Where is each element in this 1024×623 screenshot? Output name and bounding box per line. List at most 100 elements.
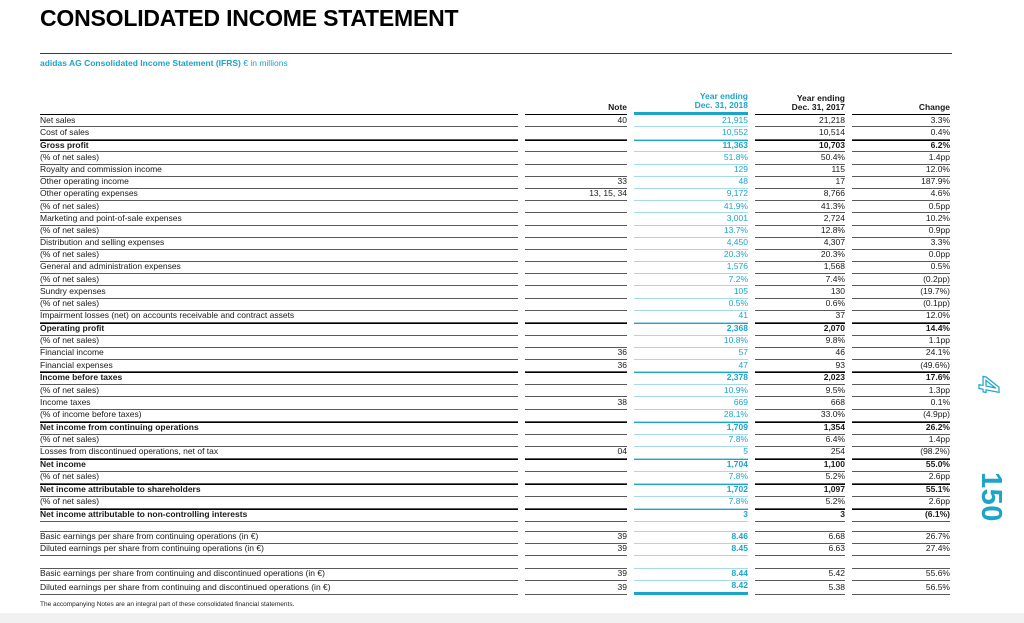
- table-row: (% of net sales) 10.9% 9.5% 1.3pp: [40, 385, 950, 398]
- value-2018: 0.5%: [634, 299, 748, 311]
- table-row: Sundry expenses 105 130 (19.7%): [40, 286, 950, 299]
- note-cell: [525, 201, 627, 214]
- table-row: Basic earnings per share from continuing…: [40, 568, 950, 581]
- note-cell: 33: [525, 177, 627, 189]
- note-cell: 04: [525, 447, 627, 460]
- change-cell: 6.2%: [852, 139, 950, 153]
- value-2018: 1,702: [634, 484, 748, 497]
- row-label: Losses from discontinued operations, net…: [40, 447, 518, 460]
- note-cell: [525, 238, 627, 250]
- table-row: (% of net sales) 51.8% 50.4% 1.4pp: [40, 152, 950, 165]
- note-cell: [525, 410, 627, 422]
- value-2017: 5.42: [755, 568, 845, 581]
- table-header-row: Note Year ending Dec. 31, 2018 Year endin…: [40, 92, 950, 116]
- row-label: (% of net sales): [40, 385, 518, 398]
- value-2017: 0.6%: [755, 299, 845, 311]
- eps-total-table: Basic earnings per share from continuing…: [33, 568, 957, 595]
- table-row: (% of net sales) 41.9% 41.3% 0.5pp: [40, 201, 950, 214]
- change-cell: 24.1%: [852, 348, 950, 361]
- table-row: (% of net sales) 13.7% 12.8% 0.9pp: [40, 226, 950, 238]
- row-label: (% of net sales): [40, 497, 518, 510]
- value-2018: 1,709: [634, 421, 748, 435]
- row-label: Diluted earnings per share from continui…: [40, 544, 518, 557]
- value-2018: 8.45: [634, 544, 748, 557]
- value-2017: 33.0%: [755, 410, 845, 422]
- note-cell: [525, 127, 627, 140]
- value-2017: 2,070: [755, 323, 845, 336]
- table-row: Losses from discontinued operations, net…: [40, 447, 950, 460]
- table-row: (% of net sales) 0.5% 0.6% (0.1pp): [40, 299, 950, 311]
- note-cell: [525, 336, 627, 349]
- note-cell: [525, 311, 627, 324]
- value-2017: 12.8%: [755, 226, 845, 238]
- row-label: Income before taxes: [40, 372, 518, 386]
- table-row: Net income attributable to shareholders 1…: [40, 484, 950, 497]
- row-label: Basic earnings per share from continuing…: [40, 531, 518, 544]
- year-2017-column-header: Year ending Dec. 31, 2017: [755, 92, 845, 116]
- note-cell: 39: [525, 531, 627, 544]
- row-label: Diluted earnings per share from continui…: [40, 581, 518, 595]
- note-cell: 36: [525, 348, 627, 361]
- row-label: Net income attributable to non-controlli…: [40, 509, 518, 522]
- table-row: Net income from continuing operations 1,7…: [40, 421, 950, 435]
- value-2017: 10,514: [755, 127, 845, 140]
- value-2017: 2,023: [755, 372, 845, 386]
- change-cell: 0.5pp: [852, 201, 950, 214]
- table-row: Impairment losses (net) on accounts rece…: [40, 311, 950, 324]
- value-2017: 1,568: [755, 262, 845, 275]
- table-row: Operating profit 2,368 2,070 14.4%: [40, 323, 950, 336]
- value-2018: 2,378: [634, 372, 748, 386]
- change-column-header: Change: [852, 92, 950, 116]
- chapter-number-marker: 4: [972, 376, 1005, 394]
- note-cell: [525, 435, 627, 447]
- change-cell: 0.9pp: [852, 226, 950, 238]
- note-cell: [525, 139, 627, 153]
- value-2017: 6.63: [755, 544, 845, 557]
- value-2018: 7.2%: [634, 274, 748, 287]
- value-2017: 1,100: [755, 459, 845, 472]
- table-row: Net sales 40 21,915 21,218 3.3%: [40, 115, 950, 128]
- value-2018: 47: [634, 360, 748, 373]
- table-row: (% of income before taxes) 28.1% 33.0% (4.9…: [40, 410, 950, 422]
- note-cell: [525, 484, 627, 497]
- value-2017: 2,724: [755, 213, 845, 226]
- table-row: (% of net sales) 10.8% 9.8% 1.1pp: [40, 336, 950, 349]
- table-row: (% of net sales) 7.8% 6.4% 1.4pp: [40, 435, 950, 447]
- value-2018: 105: [634, 286, 748, 299]
- change-cell: 10.2%: [852, 213, 950, 226]
- note-cell: 39: [525, 568, 627, 581]
- row-label: Marketing and point-of-sale expenses: [40, 213, 518, 226]
- change-cell: 4.6%: [852, 189, 950, 202]
- note-cell: [525, 152, 627, 165]
- change-cell: 1.4pp: [852, 152, 950, 165]
- value-2018: 41.9%: [634, 201, 748, 214]
- value-2017: 130: [755, 286, 845, 299]
- change-cell: 26.7%: [852, 531, 950, 544]
- change-cell: 26.2%: [852, 421, 950, 435]
- change-cell: 0.1%: [852, 397, 950, 410]
- value-2018: 57: [634, 348, 748, 361]
- eps-continuing-table: Basic earnings per share from continuing…: [33, 531, 957, 557]
- table-row: (% of net sales) 7.8% 5.2% 2.6pp: [40, 497, 950, 510]
- table-caption-name: adidas AG Consolidated Income Statement …: [40, 58, 241, 68]
- page-number-marker: 150: [975, 472, 1008, 522]
- value-2018: 10,552: [634, 127, 748, 140]
- value-2018: 41: [634, 311, 748, 324]
- change-cell: (6.1%): [852, 509, 950, 522]
- table-row: Net income attributable to non-controlli…: [40, 509, 950, 522]
- change-cell: (0.2pp): [852, 274, 950, 287]
- row-label: Net sales: [40, 115, 518, 128]
- row-label: Other operating expenses: [40, 189, 518, 202]
- table-row: (% of net sales) 7.2% 7.4% (0.2pp): [40, 274, 950, 287]
- value-2018: 48: [634, 177, 748, 189]
- table-row: Cost of sales 10,552 10,514 0.4%: [40, 127, 950, 140]
- row-label: Royalty and commission income: [40, 165, 518, 177]
- row-label: Impairment losses (net) on accounts rece…: [40, 311, 518, 324]
- value-2017: 6.4%: [755, 435, 845, 447]
- value-2018: 7.8%: [634, 497, 748, 510]
- value-2018: 20.3%: [634, 250, 748, 263]
- value-2017: 5.2%: [755, 497, 845, 510]
- value-2017: 7.4%: [755, 274, 845, 287]
- value-2017: 9.5%: [755, 385, 845, 398]
- value-2017: 1,097: [755, 484, 845, 497]
